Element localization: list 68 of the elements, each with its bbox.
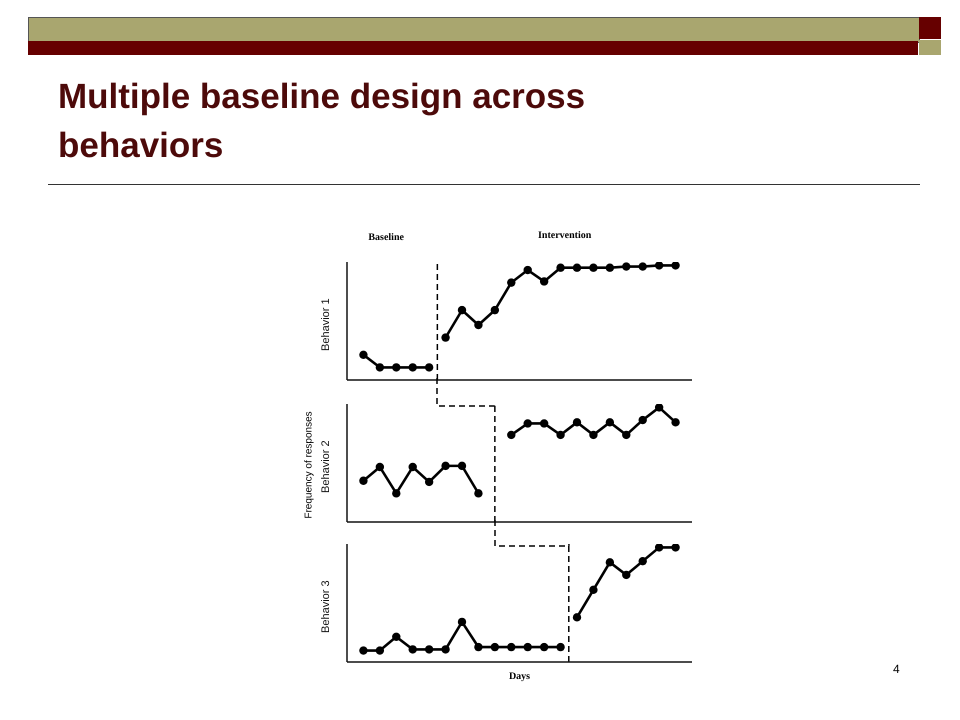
x-axis-title: Days — [508, 671, 532, 682]
point — [392, 489, 400, 498]
point — [474, 320, 483, 330]
point — [622, 430, 630, 440]
text: Baseline — [367, 232, 405, 243]
point — [606, 264, 614, 272]
point — [507, 278, 516, 287]
point — [376, 646, 384, 655]
point — [424, 478, 434, 486]
chart-title: Multiple baseline design across behaviors — [58, 76, 586, 167]
point — [490, 642, 500, 652]
y-axis-title: Behavior 1 — [320, 298, 332, 351]
point — [441, 462, 450, 470]
point — [638, 262, 647, 271]
point — [540, 419, 548, 428]
point — [524, 266, 532, 274]
point — [458, 306, 466, 314]
point — [408, 645, 417, 654]
point — [589, 430, 598, 440]
point — [507, 642, 516, 652]
point — [424, 363, 434, 372]
point — [654, 544, 664, 552]
text: Frequency of responses — [304, 411, 314, 519]
point — [638, 556, 647, 566]
point — [556, 642, 565, 652]
point — [474, 489, 483, 498]
point — [392, 363, 400, 372]
point — [524, 642, 532, 652]
text: Intervention — [536, 230, 592, 241]
point — [359, 350, 368, 359]
point — [458, 618, 466, 626]
point — [359, 476, 368, 485]
point — [638, 416, 647, 424]
point — [556, 430, 565, 440]
point — [458, 462, 466, 470]
point — [606, 418, 614, 427]
point — [572, 613, 582, 622]
point — [441, 333, 450, 342]
point — [441, 645, 450, 654]
y-axis-title: Behavior 2 — [320, 440, 332, 493]
point — [540, 277, 548, 286]
point — [622, 262, 630, 271]
point — [359, 646, 368, 655]
point — [556, 264, 565, 272]
point — [671, 544, 680, 552]
text: 4 — [893, 662, 900, 676]
point — [654, 262, 664, 270]
point — [671, 418, 680, 427]
point — [474, 642, 483, 652]
point — [540, 642, 548, 652]
point — [408, 462, 417, 472]
point — [424, 645, 434, 654]
point — [572, 418, 582, 427]
point — [589, 264, 598, 272]
point — [671, 262, 680, 270]
point — [622, 570, 630, 580]
point — [654, 404, 664, 412]
point — [376, 462, 384, 472]
point — [589, 586, 598, 594]
y-axis-title: Behavior 3 — [320, 580, 332, 633]
point — [524, 419, 532, 428]
point — [408, 363, 417, 372]
point — [392, 632, 400, 641]
point — [507, 430, 516, 440]
point — [490, 306, 500, 314]
point — [572, 264, 582, 272]
point — [606, 558, 614, 567]
point — [376, 363, 384, 372]
